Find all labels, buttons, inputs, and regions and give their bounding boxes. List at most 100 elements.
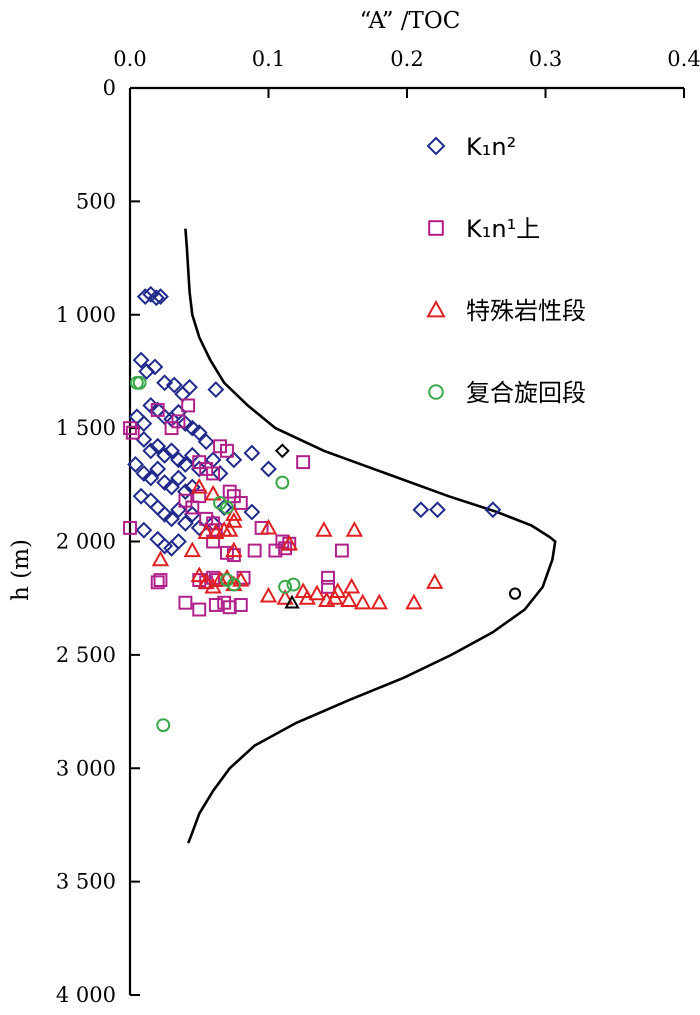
square-point (150, 403, 165, 417)
triangle-point (197, 573, 215, 589)
diamond-point (142, 442, 160, 460)
triangle-point (308, 584, 326, 601)
y-tick-label: 3 500 (56, 870, 116, 894)
square-point (192, 602, 207, 617)
diamond-point (149, 460, 167, 478)
diamond-point (165, 376, 183, 394)
diamond-point (149, 530, 167, 548)
y-tick-label: 2 500 (56, 643, 116, 667)
square-point (233, 598, 248, 612)
triangle-point (276, 589, 294, 605)
circle-point (220, 573, 234, 587)
diamond-point (152, 288, 169, 306)
x-tick-label: 0.1 (252, 47, 285, 71)
square-point (334, 543, 349, 558)
square-point (181, 398, 196, 413)
y-tick-label: 2 000 (56, 530, 116, 554)
diamond-point (274, 443, 290, 459)
y-tick-label: 3 000 (56, 756, 116, 780)
square-point (123, 520, 137, 535)
triangle-point (345, 521, 364, 537)
triangle-point (315, 521, 333, 537)
triangle-point (329, 582, 347, 598)
triangle-point (225, 541, 243, 558)
diamond-point (136, 288, 154, 306)
diamond-point (132, 351, 150, 369)
triangle-point (221, 521, 239, 537)
legend-marker (426, 299, 446, 318)
diamond-point (183, 419, 201, 437)
legend-label: 复合旋回段 (466, 379, 586, 407)
triangle-point (426, 573, 444, 589)
diamond-point (183, 505, 201, 523)
diamond-point (484, 501, 502, 519)
triangle-point (259, 518, 278, 535)
diamond-point (142, 469, 160, 487)
triangle-point (190, 566, 208, 583)
triangle-point (211, 570, 229, 587)
diamond-point (163, 478, 180, 496)
square-point (321, 570, 336, 585)
x-tick-label: 0.0 (113, 47, 146, 71)
legend-marker (426, 136, 446, 156)
diamond-point (170, 451, 187, 469)
diamond-point (149, 499, 167, 516)
diamond-point (135, 521, 153, 539)
diamond-point (156, 446, 174, 464)
square-point (206, 466, 221, 481)
triangle-point (259, 586, 278, 603)
diamond-point (260, 460, 277, 478)
circle-point (213, 496, 227, 510)
square-point (220, 443, 234, 458)
triangle-point (183, 541, 202, 558)
x-tick-label: 0.4 (667, 47, 700, 71)
diamond-point (142, 492, 160, 510)
diamond-point (156, 537, 174, 555)
y-tick-label: 500 (76, 189, 116, 213)
data-points (123, 285, 522, 733)
square-point (208, 598, 223, 612)
square-point (192, 489, 207, 504)
diamond-point (429, 501, 446, 519)
triangle-point (151, 550, 170, 567)
diamond-point (190, 460, 208, 478)
diamond-point (156, 474, 174, 491)
square-point (125, 425, 140, 440)
y-tick-label: 0 (103, 76, 116, 100)
y-tick-label: 1 500 (56, 416, 116, 440)
diamond-point (149, 437, 167, 455)
diamond-point (243, 444, 261, 462)
diamond-point (181, 378, 198, 396)
legend-label: 特殊岩性段 (466, 297, 586, 325)
square-point (171, 414, 186, 429)
diamond-point (412, 501, 430, 519)
circle-point (275, 475, 290, 490)
diamond-point (211, 465, 229, 482)
square-point (296, 455, 311, 470)
axes (128, 86, 684, 995)
diamond-point (170, 533, 187, 550)
diamond-point (163, 442, 180, 460)
square-point (321, 579, 336, 594)
square-point (247, 543, 262, 558)
triangle-point (353, 593, 372, 610)
x-axis-title: “A” /TOC (360, 8, 461, 34)
diamond-point (147, 289, 165, 307)
triangle-point (340, 591, 358, 608)
diamond-point (156, 505, 174, 523)
triangle-point (190, 478, 208, 494)
x-tick-label: 0.2 (390, 47, 423, 71)
diamond-point (135, 415, 153, 433)
trend-curve (184, 228, 557, 844)
square-point (153, 573, 168, 587)
diamond-point (156, 374, 174, 392)
diamond-point (215, 499, 233, 516)
triangle-point (342, 577, 361, 594)
circle-point (286, 577, 301, 592)
triangle-point (280, 534, 298, 551)
diamond-point (190, 424, 208, 442)
legend-label: K₁n¹上 (466, 215, 540, 243)
diamond-point (176, 415, 194, 433)
diamond-point (197, 433, 215, 451)
